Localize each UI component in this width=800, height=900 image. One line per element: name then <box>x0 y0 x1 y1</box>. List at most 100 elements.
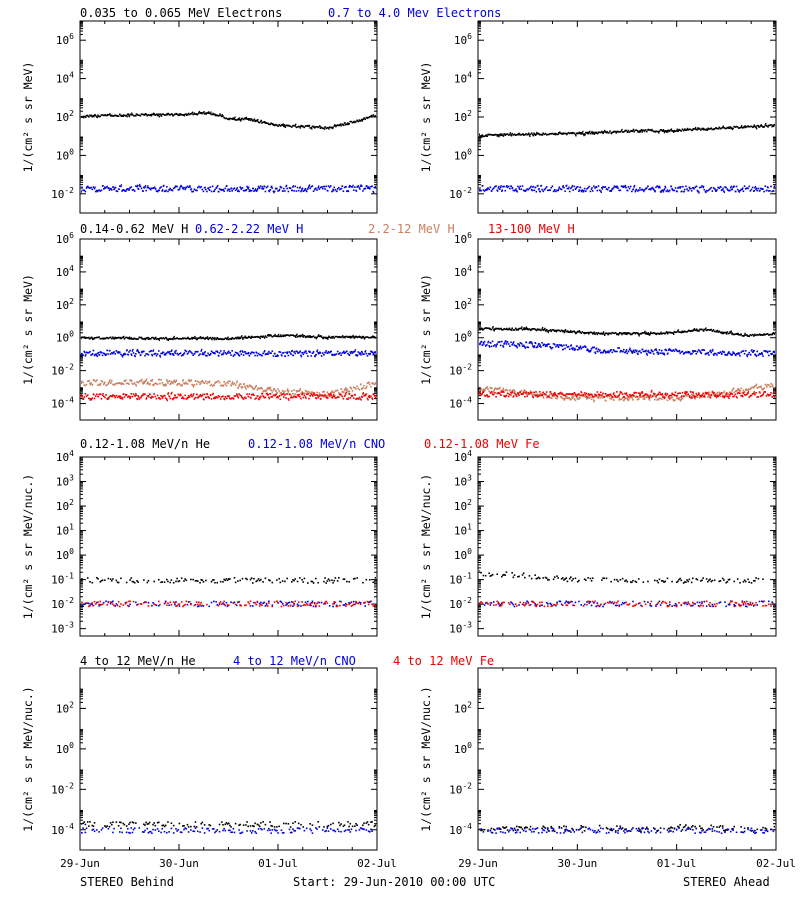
data-point <box>266 392 268 395</box>
data-point <box>192 393 195 395</box>
data-point <box>347 122 349 124</box>
data-point <box>613 350 616 353</box>
data-point <box>348 335 350 338</box>
data-point <box>280 124 283 126</box>
data-point <box>282 351 285 354</box>
data-point <box>675 331 678 333</box>
data-point <box>593 331 596 333</box>
data-point <box>234 384 237 386</box>
data-point <box>172 354 175 356</box>
data-point <box>658 397 661 400</box>
data-point <box>326 391 329 394</box>
data-point <box>502 391 504 393</box>
data-point <box>622 351 624 353</box>
data-point <box>132 393 135 395</box>
data-point <box>324 188 326 190</box>
data-point <box>152 349 155 351</box>
data-point <box>339 188 341 191</box>
data-point <box>163 385 165 387</box>
data-point <box>588 332 591 334</box>
data-point <box>639 187 641 189</box>
data-point <box>171 349 173 351</box>
data-point <box>579 186 582 189</box>
data-point <box>88 186 90 189</box>
data-point <box>484 345 487 347</box>
data-point <box>147 353 150 356</box>
data-point <box>582 130 584 133</box>
data-point <box>621 185 624 188</box>
data-point <box>606 395 609 398</box>
data-point <box>528 187 531 190</box>
data-point <box>566 184 568 187</box>
data-point <box>698 128 701 130</box>
data-point <box>281 124 284 127</box>
data-point <box>187 114 189 116</box>
data-point <box>179 352 182 355</box>
data-point <box>602 332 604 334</box>
data-point <box>506 133 509 135</box>
data-point <box>112 186 115 188</box>
data-point <box>353 337 355 339</box>
data-point <box>105 186 107 189</box>
data-point <box>325 395 328 397</box>
data-point <box>143 350 145 353</box>
data-point <box>658 185 661 188</box>
data-point <box>358 335 361 338</box>
data-point <box>238 336 241 339</box>
data-point <box>124 393 127 396</box>
data-point <box>277 125 279 127</box>
data-point <box>717 186 719 189</box>
data-point <box>140 187 143 190</box>
data-point <box>735 354 737 357</box>
series-points <box>479 326 775 403</box>
data-point <box>219 113 221 115</box>
data-point <box>122 354 125 356</box>
data-point <box>141 378 143 381</box>
data-point <box>637 350 640 353</box>
data-point <box>342 335 344 337</box>
data-point <box>233 187 236 190</box>
data-point <box>149 188 152 191</box>
data-point <box>495 395 497 398</box>
data-point <box>527 188 530 191</box>
data-point <box>480 136 483 138</box>
data-point <box>308 397 310 400</box>
data-point <box>640 351 642 354</box>
data-point <box>271 396 274 398</box>
data-point <box>370 115 372 118</box>
data-point <box>520 327 523 330</box>
data-point <box>141 337 144 340</box>
data-point <box>157 113 159 115</box>
data-point <box>490 390 493 393</box>
data-point <box>483 390 485 393</box>
data-point <box>736 333 739 336</box>
data-point <box>697 190 700 193</box>
data-point <box>234 354 236 356</box>
data-point <box>211 336 214 339</box>
data-point <box>316 349 319 351</box>
data-point <box>540 346 542 348</box>
data-point <box>674 399 676 402</box>
data-point <box>587 397 589 399</box>
data-point <box>315 126 317 128</box>
data-point <box>673 189 676 192</box>
data-point <box>356 354 359 356</box>
data-point <box>656 332 658 335</box>
data-point <box>622 399 625 402</box>
data-point <box>614 331 617 334</box>
data-point <box>279 335 282 337</box>
data-point <box>355 354 358 356</box>
data-point <box>553 394 556 397</box>
data-point <box>100 380 103 382</box>
data-point <box>230 354 232 356</box>
data-point <box>522 392 525 394</box>
data-point <box>186 185 189 188</box>
data-point <box>241 117 244 120</box>
data-point <box>228 118 230 121</box>
data-point <box>740 126 742 128</box>
data-point <box>170 382 172 385</box>
series-title: 0.7 to 4.0 Mev Electrons <box>328 6 501 20</box>
data-point <box>204 380 207 383</box>
data-point <box>738 333 740 336</box>
data-point <box>567 131 570 134</box>
